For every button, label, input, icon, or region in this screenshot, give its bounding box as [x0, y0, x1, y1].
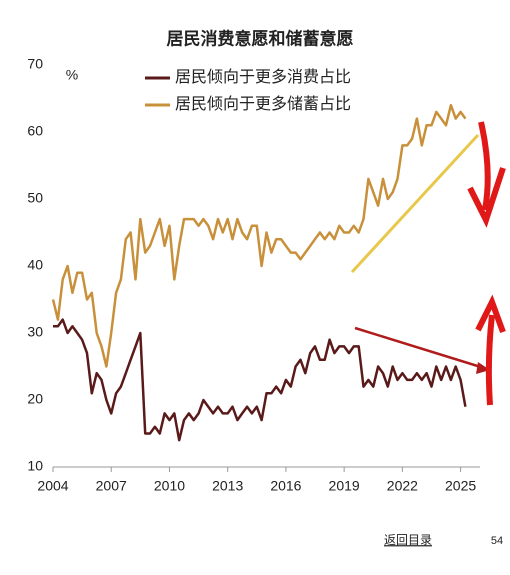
chart-title: 居民消费意愿和储蓄意愿 [167, 28, 354, 48]
y-tick-label: 30 [27, 324, 43, 340]
x-tick-label: 2022 [387, 478, 418, 494]
x-tick-label: 2010 [154, 478, 185, 494]
y-tick-label: 70 [27, 56, 43, 72]
x-tick-label: 2004 [37, 478, 68, 494]
y-tick-label: 20 [27, 391, 43, 407]
down-arrow-head [467, 167, 506, 228]
x-tick-label: 2013 [212, 478, 243, 494]
series-line [51, 103, 467, 368]
y-tick-label: 50 [27, 190, 43, 206]
annotations [350, 121, 506, 406]
x-tick-label: 2025 [445, 478, 476, 494]
x-tick-label: 2007 [96, 478, 127, 494]
series-line [53, 318, 467, 442]
y-tick-label: 60 [27, 123, 43, 139]
page-number: 54 [491, 535, 503, 547]
x-tick-label: 2016 [270, 478, 301, 494]
up-arrow-head [475, 294, 506, 334]
y-tick-label: 10 [27, 458, 43, 474]
down-arrow [478, 121, 491, 211]
trend-line [350, 133, 480, 274]
legend-label: 居民倾向于更多储蓄占比 [175, 95, 351, 113]
up-arrow [485, 314, 495, 406]
x-tick-label: 2019 [329, 478, 360, 494]
y-axis-label: % [66, 67, 78, 83]
y-tick-label: 40 [27, 257, 43, 273]
footer-link[interactable]: 返回目录 [384, 533, 432, 547]
trend-line [354, 326, 485, 370]
legend-label: 居民倾向于更多消费占比 [175, 68, 351, 86]
